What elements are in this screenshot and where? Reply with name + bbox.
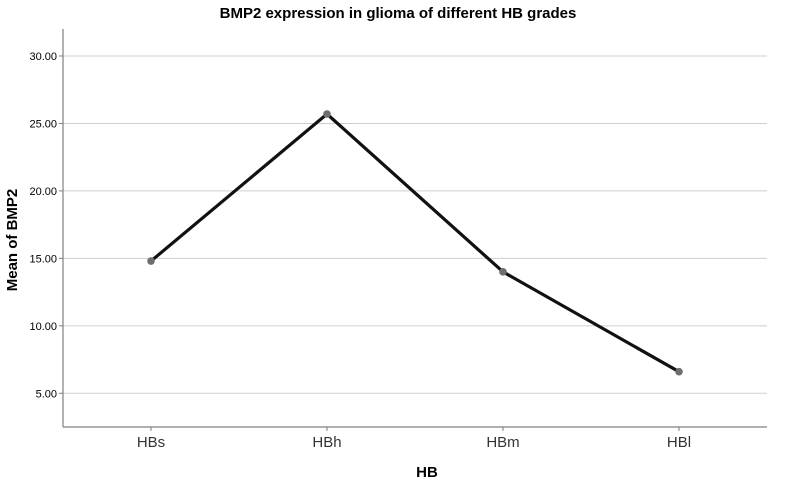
axes xyxy=(62,29,767,428)
y-axis-ticks: 5.00 10.00 15.00 20.00 25.00 30.00 xyxy=(29,51,63,400)
gridlines xyxy=(63,55,767,394)
y-tick-label: 10.00 xyxy=(29,321,57,333)
y-tick-label: 30.00 xyxy=(29,51,57,63)
data-point xyxy=(323,110,331,118)
x-tick-label: HBs xyxy=(137,434,165,451)
data-point xyxy=(499,268,507,276)
y-tick-label: 25.00 xyxy=(29,118,57,130)
data-point xyxy=(147,257,155,265)
chart-title: BMP2 expression in glioma of different H… xyxy=(220,5,577,22)
x-axis-ticks: HBs HBh HBm HBl xyxy=(137,427,691,451)
y-tick-label: 5.00 xyxy=(36,388,57,400)
x-tick-label: HBl xyxy=(667,434,691,451)
series-line xyxy=(149,112,681,374)
x-axis-label: HB xyxy=(416,464,438,481)
x-tick-label: HBh xyxy=(312,434,341,451)
series-layer xyxy=(147,110,683,376)
y-tick-label: 20.00 xyxy=(29,186,57,198)
y-axis-label: Mean of BMP2 xyxy=(4,189,21,292)
y-tick-label: 15.00 xyxy=(29,253,57,265)
x-tick-label: HBm xyxy=(486,434,519,451)
data-point xyxy=(675,367,683,376)
